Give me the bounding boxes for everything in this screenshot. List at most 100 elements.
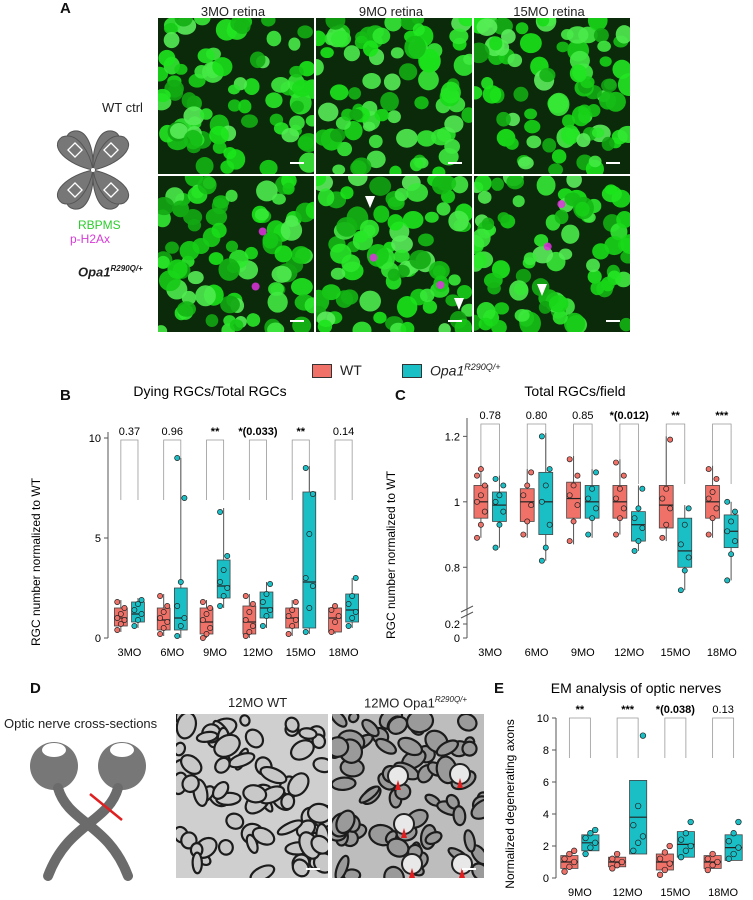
data-point: [681, 567, 688, 574]
data-point: [199, 599, 206, 605]
data-point: [520, 492, 527, 499]
data-point: [220, 567, 227, 573]
significance-label: 0.14: [333, 426, 354, 438]
data-point: [709, 489, 716, 495]
data-point: [713, 475, 720, 482]
data-point: [114, 599, 121, 605]
data-point: [709, 862, 716, 869]
data-point: [474, 534, 480, 541]
data-point: [682, 830, 690, 837]
data-point: [571, 847, 578, 854]
data-point: [659, 534, 666, 541]
em-image-mutant: [332, 714, 484, 878]
data-point: [217, 509, 224, 515]
data-point: [667, 436, 674, 443]
data-point: [309, 583, 316, 589]
data-point: [328, 629, 335, 635]
micrograph-mutant-2: [474, 176, 630, 332]
em-arrow-marker: [459, 868, 465, 878]
data-point: [121, 605, 128, 611]
data-point: [181, 615, 188, 621]
data-point: [285, 613, 292, 619]
data-point: [117, 611, 124, 617]
significance-label: **: [671, 410, 680, 422]
chart-e-em-analysis: EM analysis of optic nerves Normalized d…: [503, 680, 743, 898]
data-point: [704, 855, 711, 862]
data-point: [242, 617, 249, 623]
x-tick-label: 15MO: [286, 647, 316, 659]
data-point: [587, 830, 594, 837]
data-point: [263, 591, 270, 597]
em-arrow-marker: [409, 868, 415, 878]
data-point: [203, 611, 210, 617]
data-point: [181, 495, 188, 501]
legend-mutant-allele: R290Q/+: [464, 362, 501, 372]
x-tick-label: 3MO: [117, 647, 141, 659]
data-point: [616, 515, 623, 522]
data-point: [713, 505, 720, 512]
data-point: [561, 868, 568, 875]
significance-label: 0.37: [119, 426, 140, 438]
data-point: [663, 521, 670, 528]
data-point: [613, 531, 619, 538]
em-arrow-marker: [401, 828, 407, 838]
data-point: [259, 599, 266, 605]
data-point: [267, 607, 274, 613]
data-point: [224, 553, 231, 559]
chart-e-ylabel: Normalized degenerating axons: [503, 719, 517, 888]
data-point: [593, 505, 599, 512]
data-point: [725, 855, 732, 862]
data-point: [131, 623, 138, 629]
data-point: [177, 579, 184, 585]
data-point: [203, 631, 210, 637]
chart-b-dying-rgcs: Dying RGCs/Total RGCs RGC number normali…: [29, 383, 359, 659]
data-point: [121, 617, 128, 623]
significance-label: 0.80: [526, 410, 547, 422]
data-point: [663, 485, 670, 492]
data-point: [661, 866, 669, 874]
data-point: [164, 603, 171, 609]
data-point: [207, 605, 214, 611]
data-point: [687, 818, 694, 826]
data-point: [160, 625, 167, 631]
arrowhead-marker: [454, 298, 464, 310]
data-point: [587, 844, 594, 851]
x-tick-label: 15MO: [660, 887, 690, 898]
data-point: [207, 625, 214, 631]
data-point: [500, 482, 507, 489]
data-point: [730, 850, 737, 858]
x-tick-label: 9MO: [568, 887, 592, 898]
data-point: [571, 858, 578, 866]
data-point: [481, 508, 488, 515]
data-point: [285, 631, 292, 637]
data-point: [735, 818, 742, 826]
significance-label: 0.13: [712, 704, 733, 716]
legend-label-wt: WT: [340, 362, 362, 378]
chart-c-title: Total RGCs/field: [524, 383, 625, 399]
data-point: [135, 601, 141, 607]
data-point: [613, 459, 619, 466]
data-point: [656, 855, 664, 862]
data-point: [496, 521, 503, 528]
data-point: [677, 541, 684, 548]
legend-swatch-mutant: [402, 364, 422, 378]
col-title-3mo: 3MO retina: [200, 4, 266, 19]
data-point: [725, 838, 732, 845]
data-point: [242, 593, 249, 599]
significance-bracket: [568, 717, 591, 758]
data-point: [566, 863, 573, 870]
data-point: [570, 482, 577, 489]
data-point: [157, 593, 164, 599]
data-point: [687, 842, 694, 850]
data-point: [582, 850, 589, 858]
data-point: [177, 623, 184, 629]
data-point: [474, 498, 480, 505]
x-tick-label: 9MO: [203, 647, 227, 659]
axis-break: [460, 611, 474, 619]
significance-bracket: [120, 439, 139, 500]
data-point: [714, 858, 721, 866]
significance-label: *(0.012): [610, 410, 649, 422]
y-tick-label: 1.2: [445, 431, 460, 443]
data-point: [345, 601, 352, 607]
optic-nerve-label: Optic nerve cross-sections: [4, 716, 158, 731]
